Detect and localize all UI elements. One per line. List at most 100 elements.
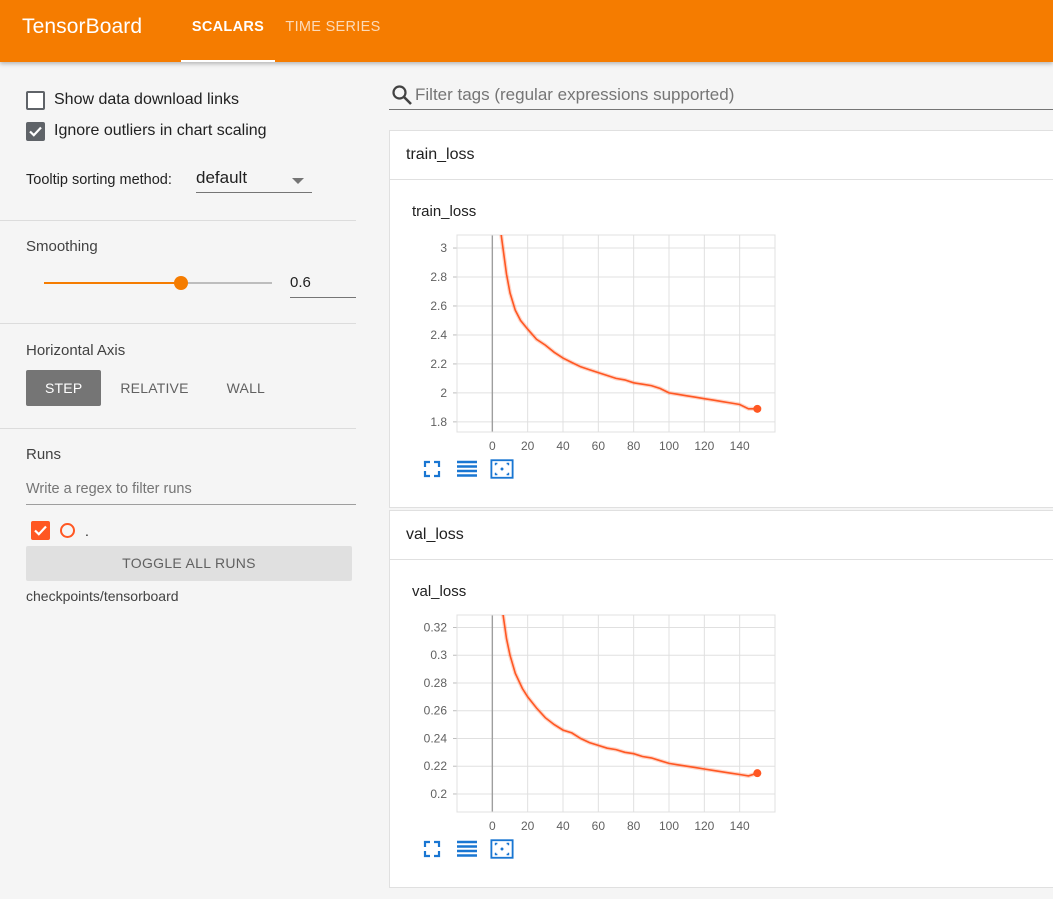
checkmark-icon — [29, 126, 42, 137]
smoothing-title: Smoothing — [26, 238, 98, 255]
axis-relative-button[interactable]: RELATIVE — [120, 380, 189, 396]
y-tick-label: 0.3 — [430, 648, 447, 662]
tag-filter-input[interactable]: Filter tags (regular expressions support… — [389, 82, 1053, 110]
divider — [0, 323, 356, 324]
chart-title: train_loss — [412, 203, 477, 220]
smoothed-series-line — [502, 615, 758, 777]
smoothing-value-input[interactable]: 0.6 — [290, 272, 356, 298]
top-app-bar: TensorBoard SCALARS TIME SERIES — [0, 0, 1053, 62]
x-tick-label: 40 — [556, 439, 570, 453]
y-tick-label: 0.32 — [424, 620, 448, 634]
chevron-down-icon — [292, 178, 304, 184]
y-tick-label: 2.6 — [430, 299, 447, 313]
fit-domain-icon — [490, 459, 514, 479]
tooltip-sorting-value: default — [196, 168, 248, 187]
horizontal-axis-selector: STEP RELATIVE WALL — [26, 370, 284, 406]
smoothing-slider[interactable] — [44, 276, 272, 290]
tooltip-sorting-label: Tooltip sorting method: — [26, 172, 172, 188]
chart-title: val_loss — [412, 583, 467, 600]
plot-area-border — [456, 614, 776, 813]
fullscreen-icon — [423, 460, 441, 478]
axis-step-button[interactable]: STEP — [26, 370, 102, 406]
tab-time-series[interactable]: TIME SERIES — [285, 19, 381, 35]
logdir-path: checkpoints/tensorboard — [26, 588, 179, 604]
x-tick-label: 80 — [627, 819, 641, 833]
run-color-circle-icon[interactable] — [60, 523, 75, 538]
y-tick-label: 2.4 — [430, 328, 447, 342]
runs-title: Runs — [26, 446, 62, 463]
ignore-outliers-checkbox[interactable] — [26, 121, 45, 141]
list-lines-icon — [457, 840, 477, 857]
axis-wall-button[interactable]: WALL — [226, 380, 266, 396]
x-tick-label: 120 — [694, 439, 714, 453]
tag-group-val-loss: val_loss val_loss 0.2 0.22 0.24 0.26 0.28 0.3… — [389, 510, 1053, 888]
run-name: . — [85, 522, 89, 539]
y-tick-label: 0.22 — [424, 759, 448, 773]
y-tick-label: 3 — [440, 241, 447, 255]
fit-domain-icon — [490, 839, 514, 859]
divider — [0, 428, 356, 429]
x-tick-label: 100 — [659, 819, 679, 833]
fullscreen-button[interactable] — [420, 457, 444, 481]
smoothing-slider-thumb[interactable] — [174, 276, 188, 290]
x-tick-label: 120 — [694, 819, 714, 833]
y-tick-label: 2.2 — [430, 357, 447, 371]
list-lines-icon — [457, 460, 477, 477]
x-tick-label: 60 — [592, 819, 606, 833]
fit-domain-button[interactable] — [490, 457, 514, 481]
x-tick-label: 60 — [592, 439, 606, 453]
y-tick-label: 2 — [440, 386, 447, 400]
x-tick-label: 0 — [489, 439, 496, 453]
y-tick-label: 1.8 — [430, 415, 447, 429]
x-tick-label: 100 — [659, 439, 679, 453]
x-tick-label: 140 — [730, 819, 750, 833]
y-tick-label: 0.28 — [424, 676, 448, 690]
ignore-outliers-label: Ignore outliers in chart scaling — [54, 122, 267, 139]
tag-group-title: val_loss — [406, 526, 464, 543]
x-tick-label: 80 — [627, 439, 641, 453]
ignore-outliers-row[interactable]: Ignore outliers in chart scaling — [26, 120, 267, 142]
sidebar: Show data download links Ignore outliers… — [0, 62, 378, 899]
toggle-log-scale-button[interactable] — [455, 457, 479, 481]
val-loss-chart[interactable]: 0.2 0.22 0.24 0.26 0.28 0.3 0.32 0 20 40 60 80 100 12… — [390, 609, 790, 839]
chart-controls — [420, 837, 525, 861]
y-tick-label: 0.24 — [424, 731, 448, 745]
run-item[interactable]: . — [31, 521, 89, 540]
show-download-links-label: Show data download links — [54, 91, 240, 108]
run-checkbox[interactable] — [31, 521, 50, 540]
plot-area-border — [456, 234, 776, 433]
tooltip-sorting-select[interactable]: default — [196, 166, 312, 193]
divider — [0, 220, 356, 221]
tag-filter-placeholder: Filter tags (regular expressions support… — [415, 85, 735, 104]
y-tick-label: 0.2 — [430, 787, 447, 801]
runs-filter-input[interactable]: Write a regex to filter runs — [26, 481, 356, 505]
fullscreen-button[interactable] — [420, 837, 444, 861]
y-tick-label: 0.26 — [424, 704, 448, 718]
app-title: TensorBoard — [22, 15, 143, 38]
x-tick-label: 20 — [521, 819, 535, 833]
tag-group-header[interactable]: train_loss — [390, 131, 1053, 180]
horizontal-axis-title: Horizontal Axis — [26, 342, 126, 359]
fullscreen-icon — [423, 840, 441, 858]
search-icon — [392, 85, 412, 105]
last-point-marker — [753, 769, 762, 778]
raw-series-line — [499, 235, 758, 411]
x-tick-label: 40 — [556, 819, 570, 833]
tag-group-title: train_loss — [406, 146, 475, 163]
main-content: Filter tags (regular expressions support… — [378, 62, 1053, 899]
train-loss-chart[interactable]: 1.8 2 2.2 2.4 2.6 2.8 3 0 20 40 60 80 100 120 140 — [390, 229, 790, 459]
toggle-all-runs-button[interactable]: TOGGLE ALL RUNS — [26, 546, 352, 581]
show-download-links-checkbox[interactable] — [26, 90, 45, 110]
toggle-log-scale-button[interactable] — [455, 837, 479, 861]
tab-scalars[interactable]: SCALARS — [181, 0, 275, 62]
raw-series-line — [501, 615, 758, 778]
chart-controls — [420, 457, 525, 481]
tag-group-train-loss: train_loss train_loss 1.8 2 2.2 2.4 2.6 2.8 3 0… — [389, 130, 1053, 508]
fit-domain-button[interactable] — [490, 837, 514, 861]
show-download-links-row[interactable]: Show data download links — [26, 89, 239, 111]
x-tick-label: 140 — [730, 439, 750, 453]
last-point-marker — [753, 404, 762, 413]
y-tick-label: 2.8 — [430, 270, 447, 284]
tag-group-header[interactable]: val_loss — [390, 511, 1053, 560]
smoothing-slider-fill — [44, 282, 181, 284]
